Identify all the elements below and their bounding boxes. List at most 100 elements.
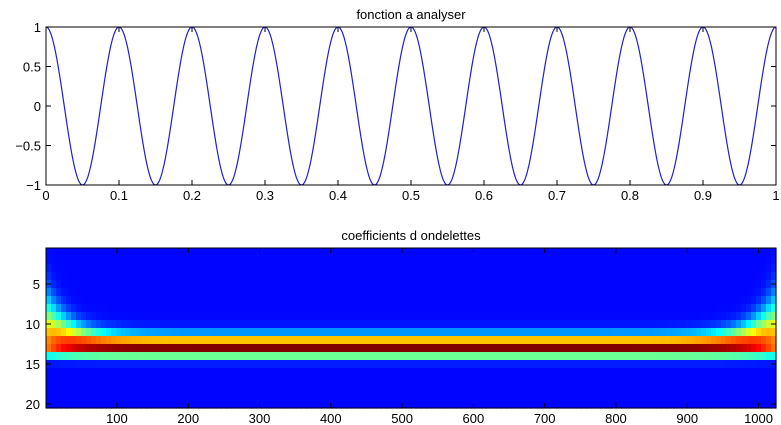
heatmap-cell — [576, 384, 582, 393]
heatmap-cell — [421, 328, 427, 337]
heatmap-cell — [626, 320, 632, 329]
heatmap-cell — [76, 384, 82, 393]
heatmap-cell — [761, 320, 767, 329]
heatmap-cell — [271, 280, 277, 289]
heatmap-cell — [586, 376, 592, 385]
heatmap-cell — [621, 344, 627, 353]
y-tick-label: 10 — [26, 317, 40, 332]
heatmap-cell — [436, 392, 442, 401]
heatmap-cell — [451, 304, 457, 313]
heatmap-cell — [481, 328, 487, 337]
heatmap-cell — [141, 296, 147, 305]
heatmap-cell — [256, 280, 262, 289]
heatmap-cell — [641, 248, 647, 257]
heatmap-cell — [346, 256, 352, 265]
heatmap-cell — [286, 320, 292, 329]
heatmap-cell — [556, 248, 562, 257]
heatmap-cell — [746, 320, 752, 329]
heatmap-cell — [286, 304, 292, 313]
heatmap-cell — [256, 320, 262, 329]
heatmap-cell — [676, 280, 682, 289]
heatmap-cell — [596, 312, 602, 321]
heatmap-cell — [386, 344, 392, 353]
heatmap-cell — [581, 400, 587, 409]
heatmap-cell — [276, 376, 282, 385]
heatmap-cell — [516, 400, 522, 409]
heatmap-cell — [771, 296, 777, 305]
heatmap-cell — [731, 288, 737, 297]
heatmap-cell — [226, 280, 232, 289]
heatmap-cell — [116, 312, 122, 321]
heatmap-cell — [766, 312, 772, 321]
heatmap-cell — [606, 384, 612, 393]
heatmap-cell — [541, 264, 547, 273]
heatmap-cell — [116, 384, 122, 393]
heatmap-cell — [441, 384, 447, 393]
heatmap-cell — [466, 296, 472, 305]
heatmap-cell — [261, 320, 267, 329]
heatmap-cell — [366, 376, 372, 385]
heatmap-cell — [386, 376, 392, 385]
heatmap-cell — [321, 304, 327, 313]
heatmap-cell — [111, 400, 117, 409]
heatmap-cell — [431, 248, 437, 257]
heatmap-cell — [586, 392, 592, 401]
heatmap-cell — [156, 288, 162, 297]
heatmap-cell — [331, 312, 337, 321]
heatmap-cell — [406, 280, 412, 289]
heatmap-cell — [406, 368, 412, 377]
heatmap-cell — [331, 344, 337, 353]
heatmap-cell — [311, 368, 317, 377]
heatmap-cell — [301, 328, 307, 337]
heatmap-cell — [451, 312, 457, 321]
heatmap-cell — [131, 272, 137, 281]
heatmap-cell — [426, 336, 432, 345]
heatmap-cell — [261, 248, 267, 257]
heatmap-cell — [746, 328, 752, 337]
heatmap-cell — [361, 376, 367, 385]
heatmap-cell — [431, 392, 437, 401]
heatmap-cell — [616, 344, 622, 353]
heatmap-cell — [316, 256, 322, 265]
heatmap-cell — [311, 304, 317, 313]
heatmap-cell — [656, 360, 662, 369]
heatmap-cell — [646, 392, 652, 401]
heatmap-cell — [521, 264, 527, 273]
heatmap-cell — [76, 296, 82, 305]
heatmap-cell — [496, 304, 502, 313]
heatmap-cell — [146, 360, 152, 369]
heatmap-cell — [566, 328, 572, 337]
heatmap-cell — [596, 248, 602, 257]
heatmap-cell — [516, 344, 522, 353]
heatmap-cell — [136, 400, 142, 409]
x-tick-label: 0.8 — [621, 188, 639, 203]
heatmap-cell — [66, 352, 72, 361]
heatmap-cell — [616, 392, 622, 401]
heatmap-cell — [706, 360, 712, 369]
heatmap-cell — [526, 352, 532, 361]
heatmap-cell — [496, 320, 502, 329]
heatmap-cell — [61, 376, 67, 385]
heatmap-cell — [676, 368, 682, 377]
heatmap-cell — [371, 320, 377, 329]
heatmap-cell — [271, 368, 277, 377]
heatmap-cell — [321, 312, 327, 321]
heatmap-cell — [86, 280, 92, 289]
heatmap-cell — [146, 376, 152, 385]
heatmap-cell — [361, 280, 367, 289]
heatmap-cell — [166, 336, 172, 345]
heatmap-cell — [411, 352, 417, 361]
heatmap-cell — [711, 272, 717, 281]
heatmap-cell — [126, 328, 132, 337]
heatmap-cell — [66, 288, 72, 297]
heatmap-cell — [591, 344, 597, 353]
heatmap-cell — [306, 328, 312, 337]
heatmap-cell — [546, 360, 552, 369]
heatmap-cell — [306, 280, 312, 289]
heatmap-cell — [711, 248, 717, 257]
heatmap-cell — [351, 368, 357, 377]
heatmap-cell — [566, 280, 572, 289]
heatmap-cell — [131, 384, 137, 393]
heatmap-cell — [216, 344, 222, 353]
heatmap-cell — [556, 296, 562, 305]
